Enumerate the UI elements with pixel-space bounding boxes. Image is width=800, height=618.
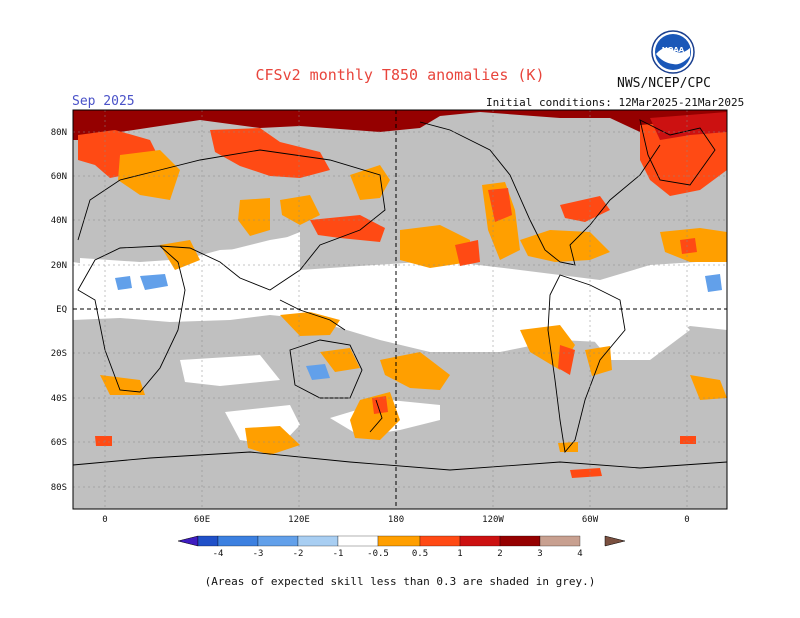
- colorbar-tick-label: -4: [213, 549, 224, 559]
- anomaly-south-africa-orange: [100, 375, 145, 395]
- lat-label: 40S: [51, 394, 67, 404]
- neutral-south-atlantic: [585, 300, 690, 360]
- lat-label: 60N: [51, 172, 67, 182]
- anomaly-siberia-red: [210, 128, 330, 178]
- anomaly-antarctic-red: [95, 436, 112, 446]
- lat-label: 80S: [51, 483, 67, 493]
- anomaly-kamchatka-orange: [350, 165, 390, 200]
- forecast-month: Sep 2025: [72, 94, 135, 109]
- colorbar-tick-label: -0.5: [367, 549, 389, 559]
- lat-label: 60S: [51, 438, 67, 448]
- anomaly-south-indian-orange: [245, 426, 300, 455]
- coastlines: [73, 119, 727, 471]
- colorbar-segment: [539, 535, 581, 547]
- anomaly-antarctic-orange: [558, 442, 578, 452]
- colorbar-segment: [459, 535, 501, 547]
- anomaly-peninsula-red: [570, 468, 602, 478]
- lat-label: EQ: [56, 305, 67, 315]
- anomaly-south-pacific-orange: [380, 352, 450, 390]
- colorbar-tick-label: 1: [457, 549, 462, 559]
- anomaly-antarctic-red-east: [680, 436, 696, 444]
- anomaly-west-africa-blue: [115, 276, 132, 290]
- anomaly-australia-orange: [320, 348, 360, 372]
- colorbar-arrow-right: [604, 535, 626, 547]
- colorbar-segment: [419, 535, 461, 547]
- neutral-south-indian-ocean: [180, 355, 280, 386]
- colorbar-tick-label: 3: [537, 549, 542, 559]
- colorbar-segment: [217, 535, 259, 547]
- colorbar-segment: [337, 535, 379, 547]
- colorbar-segment: [499, 535, 541, 547]
- lon-labels: 0 60E 120E 180 120W 60W 0: [102, 515, 689, 525]
- colorbar: [177, 535, 626, 547]
- lat-label: 80N: [51, 128, 67, 138]
- lat-labels: 80N 60N 40N 20N EQ 20S 40S 60S 80S: [51, 128, 67, 493]
- lon-label: 120W: [482, 515, 504, 525]
- anomaly-arctic-dark-red: [73, 110, 727, 140]
- anomaly-central-asia-orange: [238, 198, 270, 236]
- anomaly-mexico-orange: [520, 230, 610, 262]
- colorbar-tick-label: 2: [497, 549, 502, 559]
- colorbar-segment: [377, 535, 421, 547]
- lon-label: 60E: [194, 515, 210, 525]
- colorbar-ticks: -4 -3 -2 -1 -0.5 0.5 1 2 3 4: [213, 549, 583, 559]
- colorbar-tick-label: -1: [333, 549, 344, 559]
- anomaly-npacific-orange: [400, 225, 470, 268]
- lon-label: 180: [388, 515, 404, 525]
- colorbar-tick-label: -2: [293, 549, 304, 559]
- anomaly-south-atlantic-orange: [690, 375, 727, 400]
- neutral-east-asia: [230, 235, 300, 290]
- lon-label: 0: [102, 515, 107, 525]
- skill-footnote: (Areas of expected skill less than 0.3 a…: [204, 575, 596, 588]
- lon-label: 60W: [582, 515, 599, 525]
- anomaly-fields: [73, 110, 727, 478]
- anomaly-sahel-blue: [140, 274, 168, 290]
- agency-label: NWS/NCEP/CPC: [617, 76, 711, 91]
- colorbar-segment: [197, 535, 219, 547]
- anomaly-atlantic-blue: [705, 274, 722, 292]
- anomaly-pacific-red: [310, 215, 385, 242]
- colorbar-tick-label: 4: [577, 549, 582, 559]
- lat-gridlines: [73, 131, 727, 488]
- anomaly-south-america-red: [558, 345, 575, 375]
- anomaly-west-na-red: [488, 188, 512, 222]
- map-title: CFSv2 monthly T850 anomalies (K): [255, 66, 545, 84]
- colorbar-segment: [257, 535, 299, 547]
- anomaly-australia-blue: [306, 364, 330, 380]
- lon-label: 0: [684, 515, 689, 525]
- noaa-logo-text: NOAA: [662, 46, 685, 54]
- initial-conditions: Initial conditions: 12Mar2025-21Mar2025: [486, 96, 745, 109]
- anomaly-hawaii-red: [455, 240, 480, 266]
- lat-label: 20S: [51, 349, 67, 359]
- colorbar-tick-label: -3: [253, 549, 264, 559]
- anomaly-japan-orange: [280, 195, 320, 225]
- lat-label: 40N: [51, 216, 67, 226]
- anomaly-greenland-darkred: [650, 112, 727, 140]
- anomaly-mideast-orange: [160, 240, 200, 270]
- anomaly-nz-orange: [350, 392, 400, 440]
- noaa-logo-icon: NOAA: [651, 30, 695, 74]
- colorbar-segment: [297, 535, 339, 547]
- colorbar-arrow-left: [177, 535, 199, 547]
- lon-gridlines: [104, 110, 688, 509]
- colorbar-tick-label: 0.5: [412, 549, 428, 559]
- lon-label: 120E: [288, 515, 310, 525]
- anomaly-atlantic-red: [680, 238, 697, 254]
- anomaly-russia-orange: [118, 150, 180, 200]
- lat-label: 20N: [51, 261, 67, 271]
- map-frame: [72, 109, 728, 510]
